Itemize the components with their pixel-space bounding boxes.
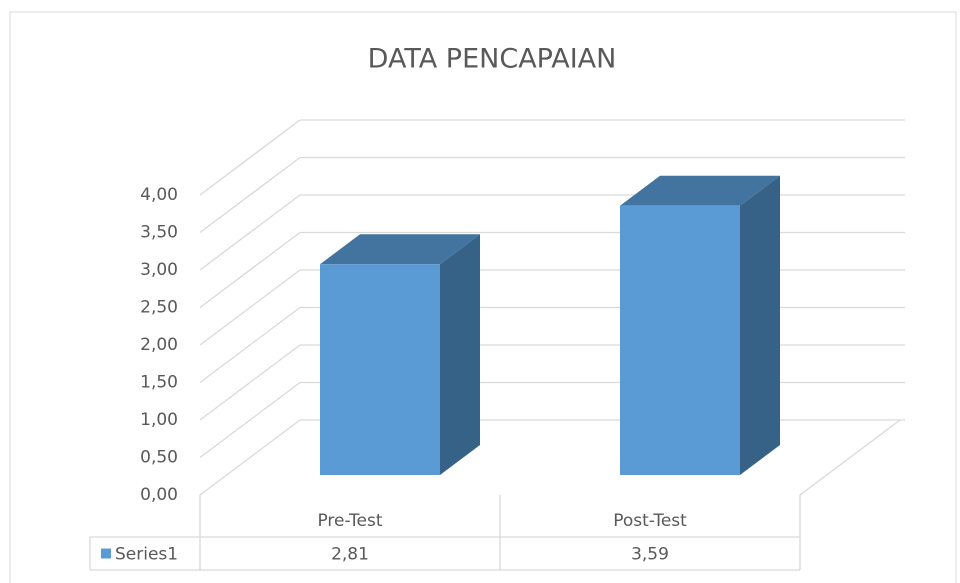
y-tick-label: 0,00 — [140, 485, 178, 505]
bar-top — [620, 175, 780, 206]
grid-line — [199, 344, 301, 421]
bar — [620, 205, 740, 475]
chart-title: DATA PENCAPAIAN — [368, 44, 617, 75]
y-tick-label: 1,50 — [140, 373, 178, 393]
y-tick-label: 2,50 — [140, 298, 178, 318]
bar-side — [440, 234, 480, 475]
floor-edge — [799, 419, 901, 496]
grid-line — [199, 269, 301, 346]
y-tick-label: 3,00 — [140, 260, 178, 280]
grid-line — [199, 419, 301, 496]
y-tick-label: 4,00 — [140, 185, 178, 205]
grid-line — [199, 381, 301, 459]
y-tick-label: 3,50 — [140, 223, 178, 243]
y-tick-label: 1,00 — [140, 410, 178, 430]
grid-line — [199, 119, 301, 196]
grid-line — [199, 194, 301, 271]
table-value: 3,59 — [631, 545, 669, 565]
x-tick-label: Pre-Test — [317, 511, 382, 531]
chart-border — [9, 11, 957, 583]
grid-line — [199, 306, 301, 384]
y-tick-label: 2,00 — [140, 335, 178, 355]
bar — [320, 264, 440, 475]
x-tick-label: Post-Test — [613, 511, 687, 531]
grid-line — [199, 231, 301, 309]
table-value: 2,81 — [331, 545, 369, 565]
legend-swatch — [101, 548, 111, 559]
y-tick-label: 0,50 — [140, 448, 178, 468]
bar-top — [320, 234, 480, 265]
legend-label: Series1 — [115, 545, 178, 565]
grid-line — [199, 156, 301, 234]
bar-side — [740, 175, 780, 475]
